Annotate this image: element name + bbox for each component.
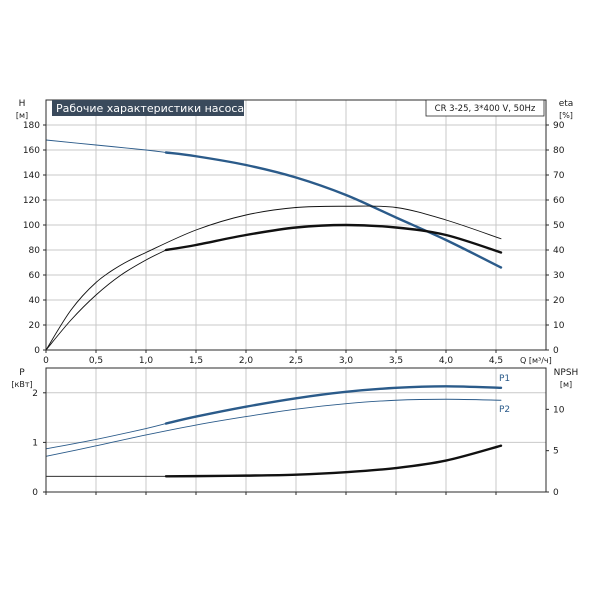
bottom-right-y-tick-label: 5 bbox=[553, 447, 559, 457]
left-y-tick-label: 80 bbox=[29, 246, 41, 256]
top-series-0-thick-line bbox=[164, 151, 503, 269]
right-y-tick-label: 0 bbox=[553, 346, 559, 356]
right-y-tick-label: 60 bbox=[553, 196, 565, 206]
bottom-left-y-axis-label: P bbox=[19, 368, 25, 378]
bottom-left-y-axis-unit: [кВт] bbox=[11, 380, 32, 389]
bottom-left-y-tick-label: 0 bbox=[32, 488, 38, 498]
bottom-right-y-tick-label: 10 bbox=[553, 405, 565, 415]
chart-subtitle: CR 3-25, 3*400 V, 50Hz bbox=[435, 104, 536, 114]
right-y-tick-label: 80 bbox=[553, 146, 565, 156]
left-y-axis-label: H bbox=[19, 99, 26, 109]
bottom-series-0-thick-line bbox=[164, 385, 503, 425]
x-tick-label: 4,5 bbox=[489, 356, 503, 366]
right-y-tick-label: 10 bbox=[553, 321, 565, 331]
right-y-tick-label: 20 bbox=[553, 296, 565, 306]
left-y-tick-label: 180 bbox=[23, 121, 40, 131]
top-series-2-thin-line bbox=[45, 249, 167, 351]
right-y-tick-label: 90 bbox=[553, 121, 565, 131]
left-y-tick-label: 0 bbox=[34, 346, 40, 356]
left-y-tick-label: 100 bbox=[23, 221, 40, 231]
x-tick-label: 3,5 bbox=[389, 356, 403, 366]
right-y-tick-label: 30 bbox=[553, 271, 565, 281]
top-series-2-thick-line bbox=[164, 223, 503, 254]
right-y-tick-label: 40 bbox=[553, 246, 565, 256]
left-y-tick-label: 60 bbox=[29, 271, 41, 281]
x-tick-label: 1,0 bbox=[139, 356, 154, 366]
x-axis-label: Q [м³/ч] bbox=[520, 356, 552, 365]
bottom-right-y-tick-label: 0 bbox=[553, 488, 559, 498]
bottom-left-y-tick-label: 2 bbox=[32, 389, 38, 399]
x-tick-label: 0 bbox=[43, 356, 49, 366]
subtitle-box bbox=[425, 99, 545, 117]
bottom-right-y-axis-unit: [м] bbox=[560, 380, 572, 389]
bottom-series-1-thin-line bbox=[45, 398, 502, 457]
left-y-tick-label: 120 bbox=[23, 196, 40, 206]
bottom-left-y-tick-label: 1 bbox=[32, 438, 38, 448]
top-series-1-thin-line bbox=[45, 205, 502, 351]
left-y-tick-label: 140 bbox=[23, 171, 40, 181]
x-tick-label: 2,0 bbox=[239, 356, 254, 366]
bottom-series-0-thin-line bbox=[45, 423, 167, 450]
x-tick-label: 0,5 bbox=[89, 356, 103, 366]
right-y-tick-label: 70 bbox=[553, 171, 565, 181]
right-y-axis-unit: [%] bbox=[559, 111, 573, 120]
x-tick-label: 4,0 bbox=[439, 356, 454, 366]
title-background bbox=[52, 100, 244, 116]
left-y-tick-label: 40 bbox=[29, 296, 41, 306]
x-tick-label: 1,5 bbox=[189, 356, 203, 366]
right-y-tick-label: 50 bbox=[553, 221, 565, 231]
bottom-series-2-thick-line bbox=[164, 444, 503, 478]
top-series-0-thin-line bbox=[45, 139, 167, 153]
left-y-tick-label: 160 bbox=[23, 146, 40, 156]
x-tick-label: 2,5 bbox=[289, 356, 303, 366]
left-y-axis-unit: [м] bbox=[16, 111, 28, 120]
series-label-p2: P2 bbox=[499, 405, 510, 415]
x-tick-label: 3,0 bbox=[339, 356, 354, 366]
bottom-right-y-axis-label: NPSH bbox=[554, 368, 579, 378]
right-y-axis-label: eta bbox=[559, 99, 574, 109]
left-y-tick-label: 20 bbox=[29, 321, 41, 331]
series-label-p1: P1 bbox=[499, 374, 510, 384]
chart-title: Рабочие характеристики насоса bbox=[56, 102, 244, 115]
